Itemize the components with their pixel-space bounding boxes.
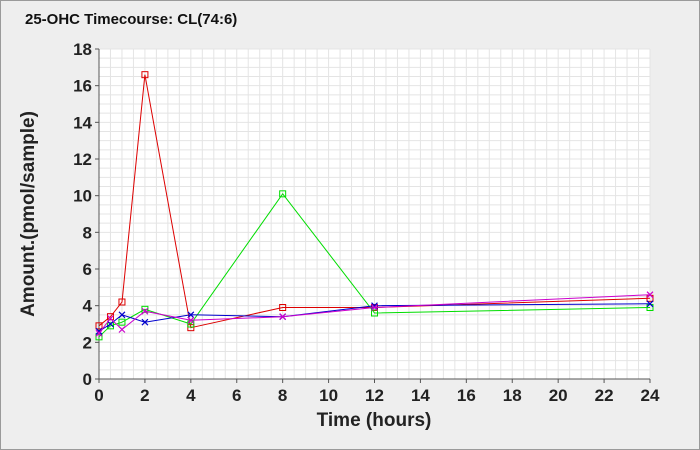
- data-point: [118, 318, 126, 326]
- y-tick-label: 14: [73, 113, 92, 132]
- data-point: [141, 71, 149, 79]
- y-tick-label: 12: [73, 150, 92, 169]
- data-point: [279, 190, 287, 198]
- data-point: [187, 311, 195, 319]
- series-4: [95, 291, 654, 337]
- x-tick-label: 24: [641, 386, 660, 405]
- x-tick-label: 10: [319, 386, 338, 405]
- y-tick-label: 6: [83, 260, 92, 279]
- y-tick-label: 8: [83, 223, 92, 242]
- x-tick-label: 18: [503, 386, 522, 405]
- y-tick-label: 0: [83, 370, 92, 389]
- x-tick-label: 8: [278, 386, 287, 405]
- data-point: [646, 291, 654, 299]
- y-tick-label: 4: [83, 297, 93, 316]
- data-point: [141, 305, 149, 313]
- data-point: [95, 327, 103, 335]
- data-point: [118, 311, 126, 319]
- x-tick-label: 14: [411, 386, 430, 405]
- x-tick-label: 6: [232, 386, 241, 405]
- x-tick-label: 16: [457, 386, 476, 405]
- data-point: [107, 320, 114, 328]
- data-point: [141, 318, 149, 326]
- chart-title: 25-OHC Timecourse: CL(74:6): [25, 11, 238, 28]
- y-axis-label: Amount.(pmol/sample): [18, 111, 39, 317]
- x-axis-label: Time (hours): [317, 410, 432, 431]
- data-point: [118, 326, 126, 333]
- grid: [98, 48, 651, 380]
- x-tick-label: 4: [186, 386, 196, 405]
- data-point: [279, 304, 287, 311]
- y-tick-label: 16: [73, 77, 92, 96]
- data-point: [118, 298, 126, 306]
- x-tick-label: 12: [365, 386, 384, 405]
- data-point: [95, 329, 103, 337]
- y-tick-label: 10: [73, 187, 92, 206]
- data-point: [95, 322, 103, 330]
- data-point: [371, 304, 378, 311]
- x-tick-label: 20: [549, 386, 568, 405]
- data-point: [141, 307, 149, 315]
- data-point: [106, 313, 114, 321]
- x-tick-label: 22: [595, 386, 614, 405]
- data-point: [107, 315, 114, 322]
- data-point: [187, 324, 195, 332]
- y-tick-label: 18: [73, 40, 92, 59]
- x-tick-label: 2: [140, 386, 149, 405]
- series-group: [95, 71, 654, 341]
- y-tick-label: 2: [83, 333, 92, 352]
- data-point: [279, 313, 287, 321]
- data-point: [646, 300, 654, 308]
- data-point: [371, 309, 378, 317]
- data-point: [187, 316, 195, 324]
- x-tick-label: 0: [94, 386, 103, 405]
